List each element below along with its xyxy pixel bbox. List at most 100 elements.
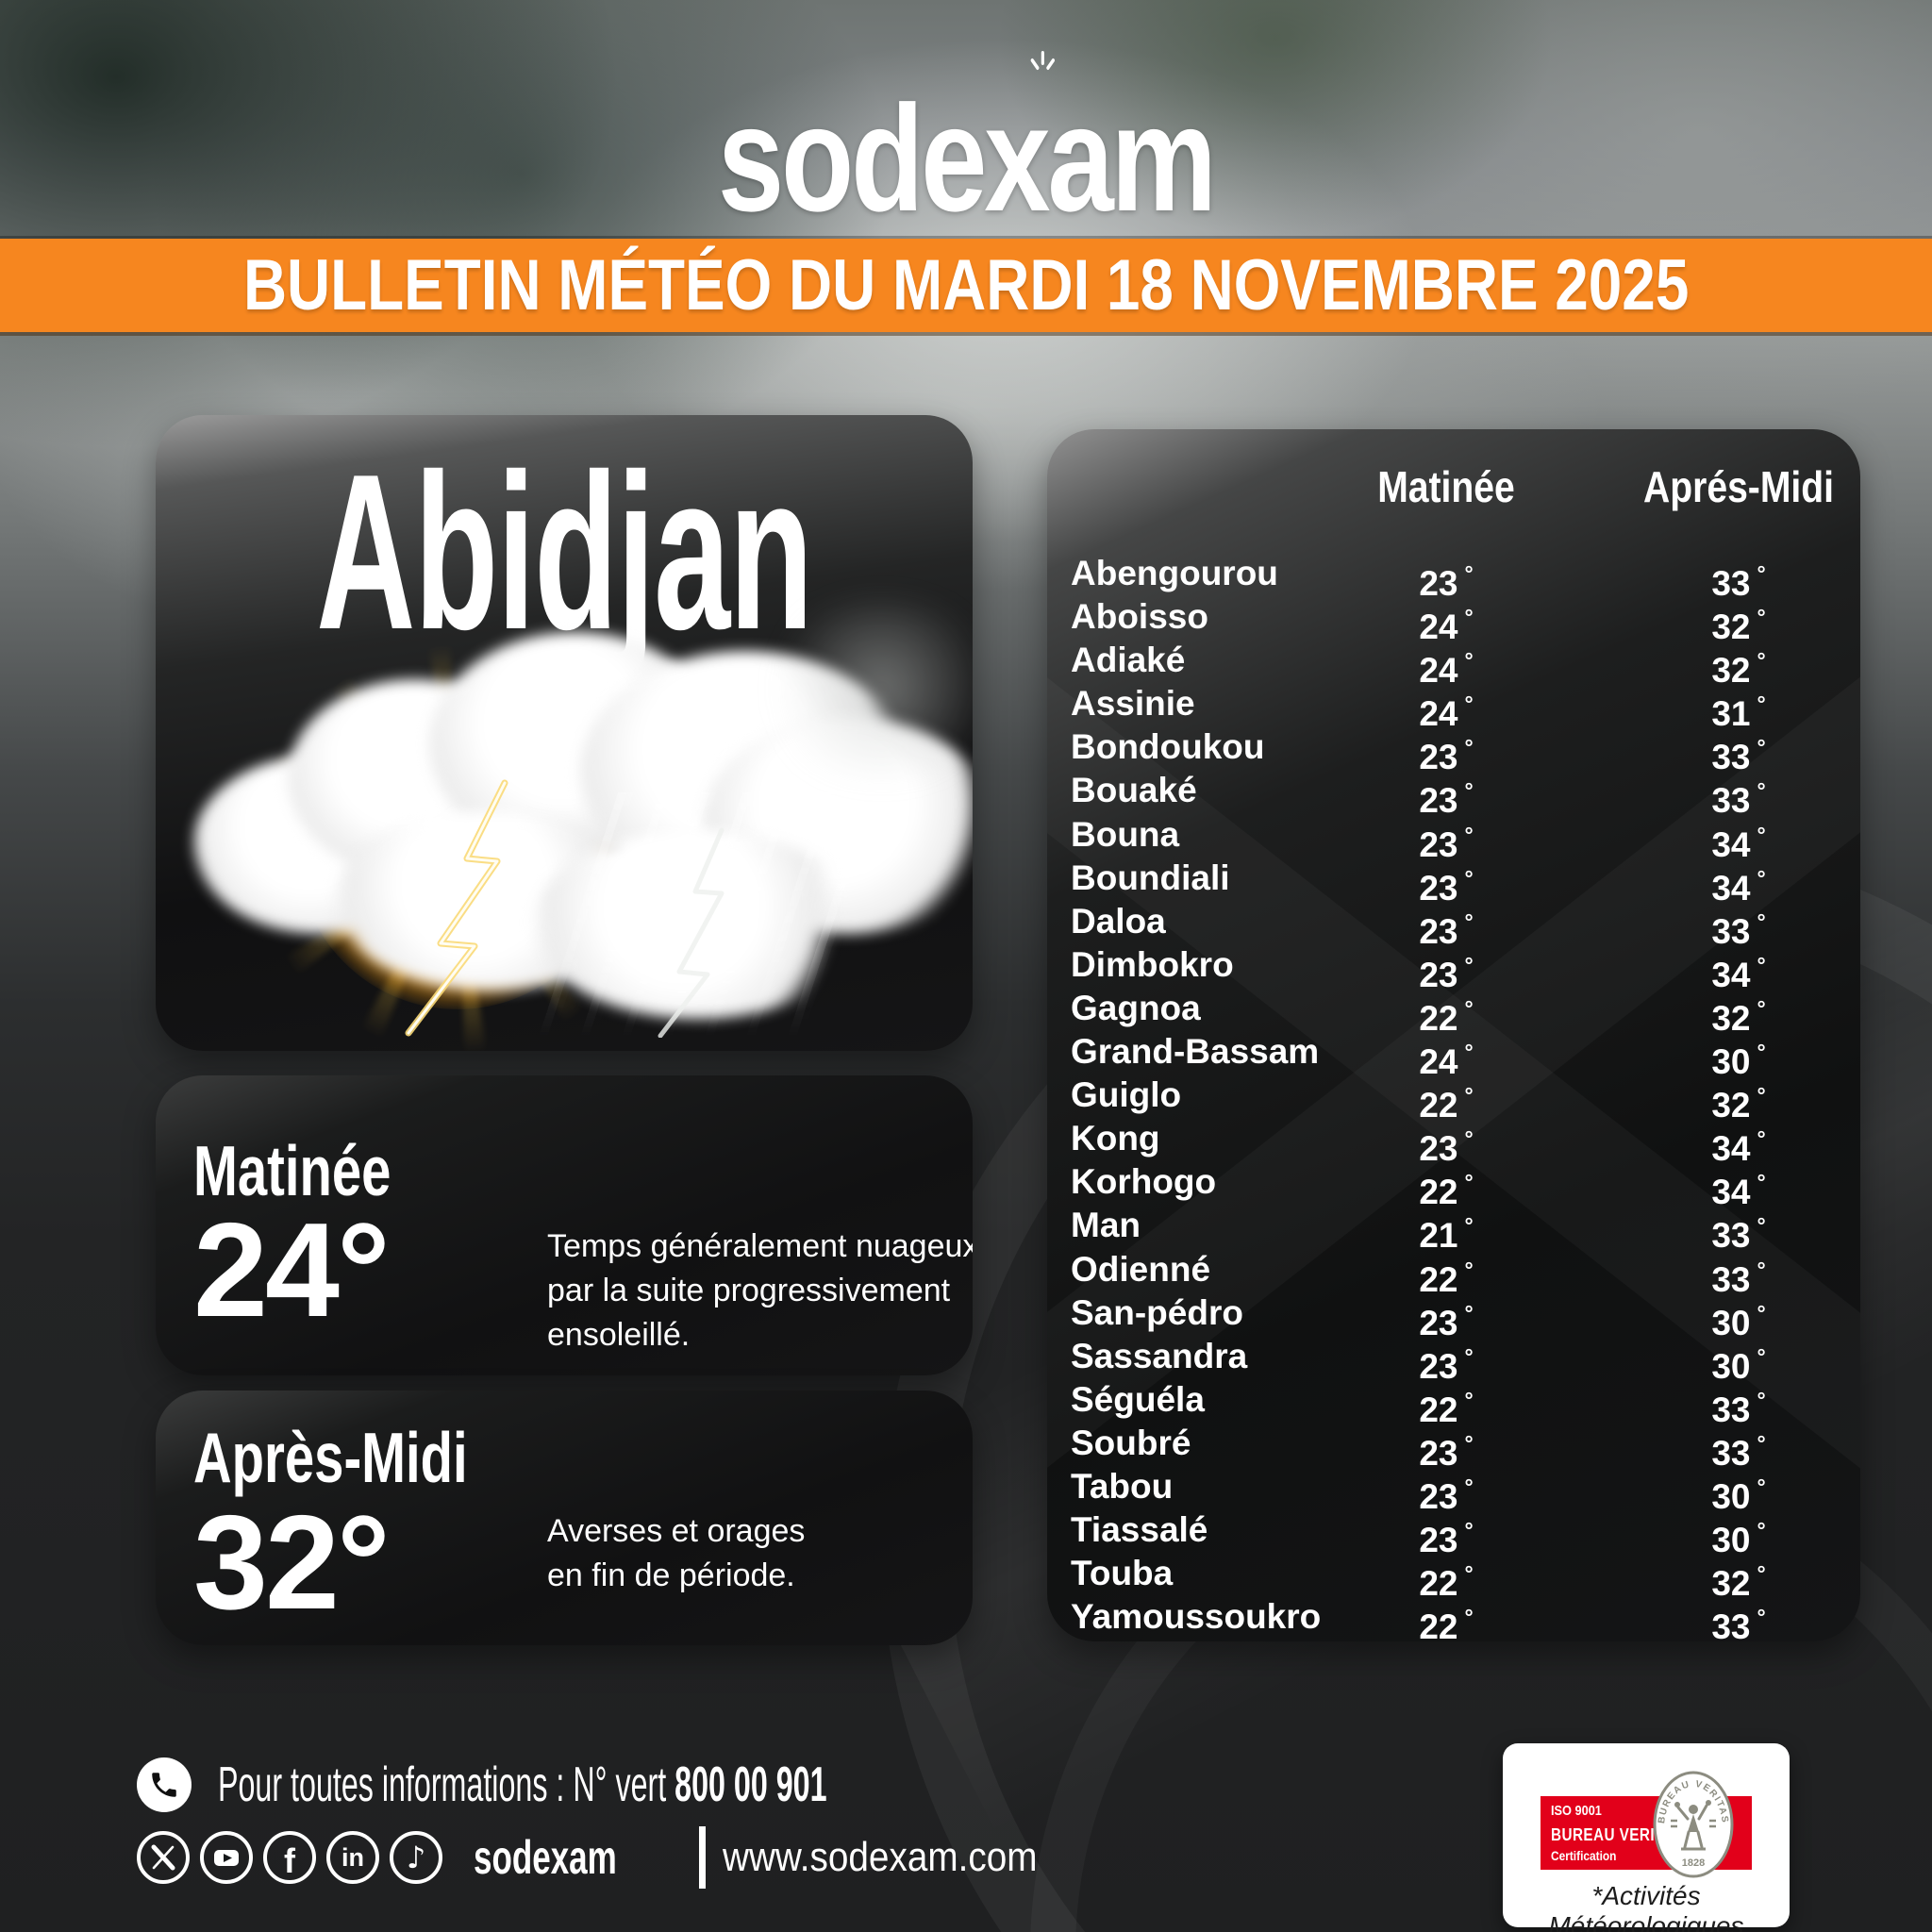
veritas-emblem: BUREAU VERITAS 1828 <box>1653 1771 1734 1878</box>
degree-symbol: ° <box>1464 1040 1474 1065</box>
veritas-org-label: BUREAU VERITAS <box>1551 1825 1684 1844</box>
degree-symbol: ° <box>1464 561 1474 586</box>
degree-symbol: ° <box>1757 1083 1766 1108</box>
city-name: Abengourou <box>1071 554 1278 592</box>
degree-symbol: ° <box>1464 995 1474 1021</box>
degree-symbol: ° <box>1757 1300 1766 1325</box>
degree-symbol: ° <box>1757 1213 1766 1239</box>
degree-symbol: ° <box>1464 1605 1474 1630</box>
degree-symbol: ° <box>1757 908 1766 934</box>
certification-label: Certification <box>1551 1848 1617 1863</box>
degree-symbol: ° <box>1464 605 1474 630</box>
degree-symbol: ° <box>1464 1300 1474 1325</box>
degree-symbol: ° <box>1757 1387 1766 1412</box>
table-body: Abengourou 23 ° 33 ° Aboisso 24 ° 32 ° Adiak… <box>1071 552 1837 1641</box>
city-name: Soubré <box>1071 1423 1191 1462</box>
city-card: Abidjan <box>156 415 973 1051</box>
city-name: Odienné <box>1071 1249 1211 1289</box>
table-row: Touba 22 ° 32 ° <box>1071 1552 1837 1603</box>
temperatures-table-card: Matinée Aprés-Midi Abengourou 23 ° 33 ° Ab… <box>1047 429 1860 1641</box>
degree-symbol: ° <box>1464 1170 1474 1195</box>
degree-symbol: ° <box>1464 648 1474 674</box>
logo-text: sode <box>718 74 988 242</box>
degree-symbol: ° <box>1757 1518 1766 1543</box>
table-row: Korhogo 22 ° 34 ° <box>1071 1160 1837 1211</box>
degree-symbol: ° <box>1757 1126 1766 1152</box>
table-row: Gagnoa 22 ° 32 ° <box>1071 987 1837 1038</box>
city-name: Daloa <box>1071 901 1166 941</box>
degree-symbol: ° <box>1757 561 1766 586</box>
city-name: Sassandra <box>1071 1336 1248 1375</box>
bureau-veritas-badge: ISO 9001 BUREAU VERITAS Certification BU… <box>1503 1743 1790 1932</box>
weather-icon <box>193 604 973 1051</box>
table-row: Bouna 23 ° 34 ° <box>1071 813 1837 864</box>
city-name: Adiaké <box>1071 641 1186 680</box>
website-link[interactable]: www.sodexam.com <box>722 1834 1038 1880</box>
facebook-icon[interactable]: f <box>263 1831 316 1884</box>
degree-symbol: ° <box>1464 691 1474 717</box>
x-twitter-icon[interactable] <box>137 1831 190 1884</box>
degree-symbol: ° <box>1464 1213 1474 1239</box>
degree-symbol: ° <box>1464 1257 1474 1282</box>
table-row: Yamoussoukro 22 ° 33 ° <box>1071 1595 1837 1641</box>
city-name: Boundiali <box>1071 858 1230 897</box>
city-name: Bondoukou <box>1071 727 1265 767</box>
morning-temp-cell: 22 ° <box>1419 1605 1474 1641</box>
afternoon-column-header: Aprés-Midi <box>1642 462 1835 511</box>
degree-symbol: ° <box>1757 778 1766 804</box>
linkedin-icon[interactable]: in <box>326 1831 379 1884</box>
degree-symbol: ° <box>1757 1561 1766 1587</box>
afternoon-title: Après-Midi <box>193 1418 468 1497</box>
city-name: Aboisso <box>1071 597 1208 637</box>
afternoon-card: Après-Midi 32° Averses et orages en fin … <box>156 1391 973 1645</box>
table-row: Assinie 24 ° 31 ° <box>1071 682 1837 733</box>
city-name: Gagnoa <box>1071 988 1201 1027</box>
table-header: Matinée Aprés-Midi <box>1071 461 1837 518</box>
logo-text: am <box>1047 74 1218 242</box>
social-row: f in ♪ sodexam www.sodexam.com <box>137 1826 1080 1889</box>
veritas-note: *Activités Météorologiques <box>1548 1881 1744 1932</box>
afternoon-description: Averses et orages en fin de période. <box>547 1513 806 1593</box>
table-row: Kong 23 ° 34 ° <box>1071 1117 1837 1168</box>
degree-symbol: ° <box>1757 865 1766 891</box>
city-name: Man <box>1071 1206 1141 1245</box>
degree-symbol: ° <box>1757 1430 1766 1456</box>
brand-name: sodexam <box>474 1831 617 1884</box>
morning-column-header: Matinée <box>1377 462 1515 511</box>
degree-symbol: ° <box>1757 995 1766 1021</box>
morning-temperature: 24° <box>193 1195 391 1345</box>
afternoon-temp-cell: 33 ° <box>1711 1605 1766 1641</box>
degree-symbol: ° <box>1464 1561 1474 1587</box>
city-name: Dimbokro <box>1071 944 1234 984</box>
morning-title: Matinée <box>193 1131 391 1210</box>
morning-description: Temps généralement nuageux, par la suite… <box>547 1228 973 1353</box>
degree-symbol: ° <box>1757 1257 1766 1282</box>
youtube-icon[interactable] <box>200 1831 253 1884</box>
degree-symbol: ° <box>1464 778 1474 804</box>
svg-text:1828: 1828 <box>1682 1857 1705 1869</box>
table-row: Soubré 23 ° 33 ° <box>1071 1422 1837 1473</box>
banner: BULLETIN MÉTÉO DU MARDI 18 NOVEMBRE 2025 <box>0 239 1932 332</box>
table-row: Daloa 23 ° 33 ° <box>1071 900 1837 951</box>
degree-symbol: ° <box>1464 822 1474 847</box>
degree-symbol: ° <box>1464 952 1474 977</box>
city-name: San-pédro <box>1071 1292 1243 1332</box>
city-name: Kong <box>1071 1119 1160 1158</box>
table-row: Bondoukou 23 ° 33 ° <box>1071 725 1837 776</box>
city-name: Séguéla <box>1071 1379 1205 1419</box>
degree-symbol: ° <box>1757 648 1766 674</box>
info-phone-row: Pour toutes informations : N° vert 800 0… <box>137 1757 1200 1813</box>
table-row: Boundiali 23 ° 34 ° <box>1071 857 1837 908</box>
table-row: Sassandra 23 ° 30 ° <box>1071 1335 1837 1386</box>
table-row: Aboisso 24 ° 32 ° <box>1071 595 1837 646</box>
phone-number: 800 00 901 <box>675 1757 827 1812</box>
city-name: Korhogo <box>1071 1162 1217 1202</box>
banner-title: BULLETIN MÉTÉO DU MARDI 18 NOVEMBRE 2025 <box>242 244 1690 325</box>
degree-symbol: ° <box>1757 952 1766 977</box>
city-name: Guiglo <box>1071 1075 1182 1115</box>
city-name: Bouaké <box>1071 771 1197 810</box>
tiktok-icon[interactable]: ♪ <box>390 1831 442 1884</box>
table-row: Odienné 22 ° 33 ° <box>1071 1248 1837 1299</box>
degree-symbol: ° <box>1464 865 1474 891</box>
